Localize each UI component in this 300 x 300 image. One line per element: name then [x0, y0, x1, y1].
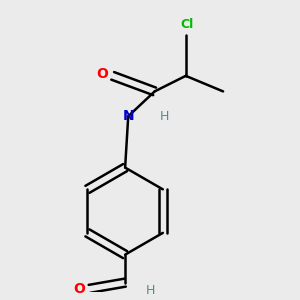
Text: O: O: [73, 282, 85, 296]
Text: N: N: [122, 109, 134, 123]
Text: H: H: [159, 110, 169, 123]
Text: O: O: [96, 67, 108, 81]
Text: H: H: [145, 284, 155, 297]
Text: Cl: Cl: [181, 18, 194, 31]
